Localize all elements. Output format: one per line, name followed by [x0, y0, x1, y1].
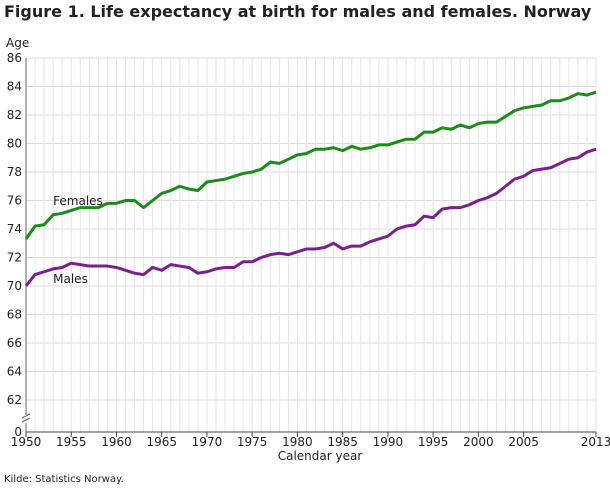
y-axis-label: Age: [6, 36, 29, 50]
x-tick-label: 1995: [418, 435, 449, 449]
y-tick-label: 76: [7, 194, 22, 208]
x-tick-label: 2000: [463, 435, 494, 449]
axis-break-gap: [21, 415, 31, 423]
y-tick-label: 66: [7, 336, 22, 350]
x-tick-label: 1970: [192, 435, 223, 449]
series-label-females: Females: [53, 194, 103, 208]
y-tick-label: 0: [14, 425, 22, 439]
y-tick-label: 74: [7, 222, 22, 236]
y-tick-label: 70: [7, 279, 22, 293]
x-tick-label: 2005: [508, 435, 539, 449]
grid-lines: [25, 57, 597, 432]
y-tick-label: 84: [7, 80, 22, 94]
x-tick-label: 2013: [581, 435, 610, 449]
y-tick-label: 86: [7, 51, 22, 65]
x-tick-label: 1990: [373, 435, 404, 449]
y-tick-label: 82: [7, 108, 22, 122]
axes: [21, 58, 597, 437]
axis-break-mark: [21, 413, 31, 423]
x-axis-label: Calendar year: [278, 449, 363, 463]
x-tick-label: 1950: [11, 435, 42, 449]
y-tick-label: 80: [7, 137, 22, 151]
y-tick-label: 78: [7, 165, 22, 179]
series-labels: Females Males: [53, 194, 103, 286]
x-tick-labels: 1950 1955 1960 1965 1970 1975 1980 1985 1990 1995…: [11, 435, 610, 449]
y-tick-label: 64: [7, 365, 22, 379]
x-tick-label: 1975: [237, 435, 268, 449]
x-tick-label: 1965: [146, 435, 177, 449]
y-tick-label: 68: [7, 308, 22, 322]
source-note: Kilde: Statistics Norway.: [4, 474, 124, 485]
chart-title: Figure 1. Life expectancy at birth for m…: [4, 2, 592, 21]
series-line-females: [24, 90, 597, 240]
y-tick-labels: 0 62 64 66 68 70 72 74 76 78 80 82 84 86: [7, 51, 22, 439]
x-tick-label: 1955: [56, 435, 87, 449]
series-line-males: [24, 147, 597, 287]
y-tick-label: 62: [7, 393, 22, 407]
y-tick-label: 72: [7, 251, 22, 265]
series-label-males: Males: [53, 272, 88, 286]
series-lines: [24, 90, 597, 287]
x-tick-label: 1980: [282, 435, 313, 449]
x-tick-label: 1985: [327, 435, 358, 449]
x-tick-label: 1960: [101, 435, 132, 449]
